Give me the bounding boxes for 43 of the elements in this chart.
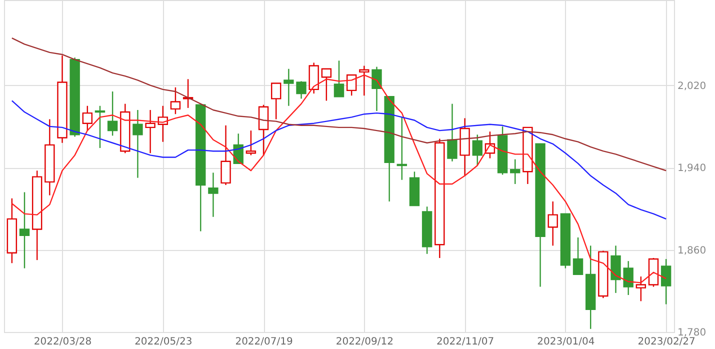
candlestick: [82, 105, 93, 132]
candlestick: [359, 65, 370, 96]
candlestick: [19, 192, 30, 269]
y-tick-label: 1,780: [678, 328, 706, 338]
candlestick: [246, 130, 256, 156]
candlestick: [321, 68, 332, 102]
x-tick-label: 2022/03/28: [34, 336, 92, 348]
candlestick: [145, 109, 156, 154]
y-tick-label: 2,020: [678, 80, 706, 92]
candlestick: [472, 134, 482, 166]
x-tick-label: 2023/01/04: [537, 336, 595, 348]
y-tick-label: 1,860: [678, 245, 706, 256]
line-series: [11, 37, 667, 172]
candlestick: [346, 74, 357, 96]
candlestick: [447, 103, 458, 162]
candlestick: [220, 124, 231, 186]
candlestick: [396, 116, 407, 180]
candlestick: [132, 109, 143, 178]
candlestick: [510, 158, 520, 185]
x-tick-label: 2022/11/07: [436, 336, 494, 348]
candlestick: [548, 200, 558, 246]
candlestick: [271, 82, 282, 120]
candlestick: [334, 60, 344, 98]
candlestick: [170, 86, 181, 115]
x-tick-label: 2022/07/19: [235, 336, 293, 348]
candlestick: [208, 172, 218, 218]
candlestick: [308, 62, 319, 94]
candlestick: [107, 90, 118, 136]
candlestick: [372, 66, 382, 112]
candlestick: [284, 68, 294, 106]
candlestick: [623, 260, 634, 296]
x-tick-label: 2022/09/12: [336, 336, 394, 348]
candlestick: [296, 80, 306, 100]
line-series: [11, 100, 667, 220]
candlestick: [258, 104, 269, 156]
x-tick-label: 2022/05/23: [134, 336, 192, 348]
candlestick: [572, 236, 584, 276]
candlestick: [94, 105, 106, 149]
x-tick-label: 2023/02/27: [638, 336, 696, 348]
candlestick: [636, 276, 646, 302]
y-tick-label: 1,940: [678, 163, 706, 174]
candlestick: [610, 245, 621, 294]
candlestick: [660, 258, 672, 305]
